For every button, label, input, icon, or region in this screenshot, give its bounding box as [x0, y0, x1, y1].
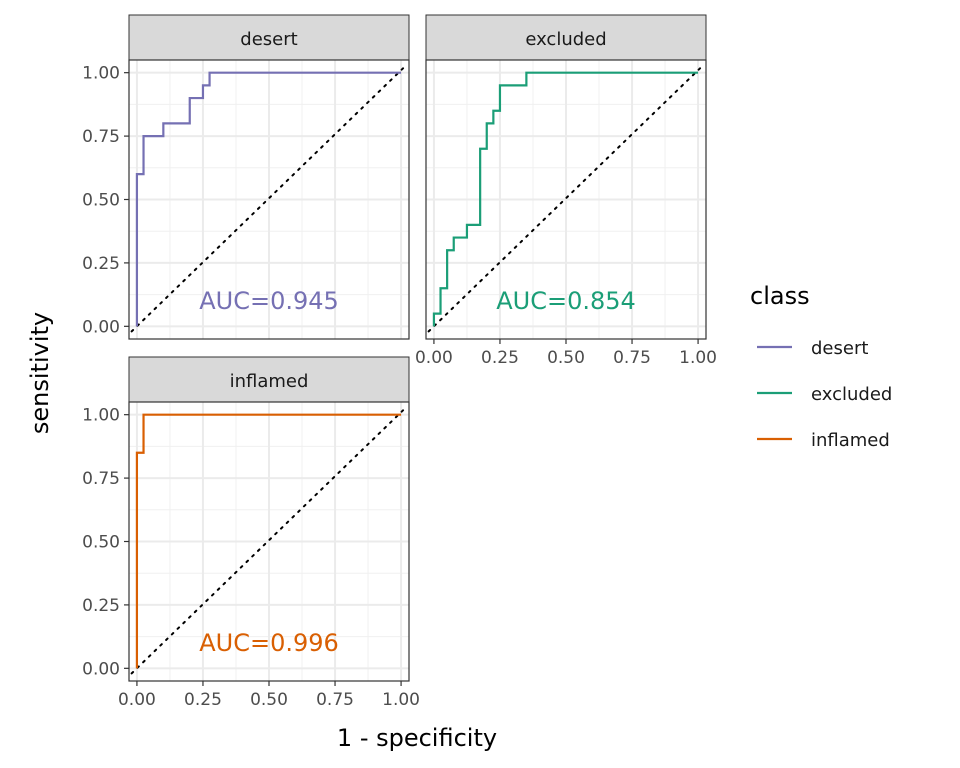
- strip-label: excluded: [525, 29, 606, 50]
- x-tick-label: 0.75: [613, 348, 651, 368]
- x-tick-label: 0.25: [481, 348, 519, 368]
- strip-label: desert: [240, 29, 297, 50]
- x-tick-label: 0.50: [250, 690, 288, 710]
- legend-item-inflamed: inflamed: [757, 430, 890, 451]
- y-tick-label: 0.25: [82, 596, 120, 616]
- chance-diagonal: [427, 64, 705, 333]
- x-tick-label: 0.50: [547, 348, 585, 368]
- panels-layer: desertAUC=0.9450.000.250.500.751.00exclu…: [82, 14, 717, 710]
- x-tick-label: 1.00: [382, 690, 420, 710]
- auc-label: AUC=0.945: [199, 287, 339, 315]
- strip-background: [425, 14, 707, 61]
- y-tick-label: 0.75: [82, 469, 120, 489]
- y-tick-label: 1.00: [82, 64, 120, 84]
- chance-diagonal: [130, 406, 408, 675]
- strip-background: [128, 14, 410, 61]
- legend: class desert excluded inflamed: [750, 282, 892, 451]
- roc-curve-desert: [135, 71, 402, 327]
- x-tick-label: 1.00: [679, 348, 717, 368]
- y-tick-label: 0.75: [82, 127, 120, 147]
- panel-desert: desert AUC=0.945 0.00 0.25 0.50 0.75 1.00: [82, 14, 410, 340]
- auc-label: AUC=0.854: [496, 287, 636, 315]
- roc-curve-inflamed: [135, 413, 402, 669]
- auc-label: AUC=0.996: [199, 629, 339, 657]
- legend-item-excluded: excluded: [757, 384, 892, 405]
- y-tick-label: 0.50: [82, 191, 120, 211]
- legend-item-desert: desert: [757, 338, 868, 359]
- y-tick-label: 0.25: [82, 254, 120, 274]
- legend-label: excluded: [811, 384, 892, 405]
- y-axis-title: sensitivity: [26, 312, 54, 434]
- x-tick-label: 0.00: [415, 348, 453, 368]
- roc-curve-excluded: [432, 71, 699, 327]
- strip-background: [128, 356, 410, 403]
- x-tick-label: 0.75: [316, 690, 354, 710]
- x-tick-label: 0.25: [184, 690, 222, 710]
- legend-label: inflamed: [811, 430, 890, 451]
- chance-diagonal: [130, 64, 408, 333]
- panel-inflamed: inflamed AUC=0.996 0.00 0.25 0.50 0.75 1.00 0.0…: [82, 356, 420, 710]
- y-tick-label: 1.00: [82, 406, 120, 426]
- legend-label: desert: [811, 338, 868, 359]
- strip-label: inflamed: [230, 371, 309, 392]
- y-tick-label: 0.50: [82, 533, 120, 553]
- panel-excluded: excluded AUC=0.854 0.00 0.25 0.50 0.75 1.00: [415, 14, 717, 368]
- legend-title: class: [750, 282, 810, 310]
- y-tick-label: 0.00: [82, 659, 120, 679]
- x-axis-title: 1 - specificity: [337, 724, 497, 752]
- y-tick-label: 0.00: [82, 317, 120, 337]
- x-tick-label: 0.00: [118, 690, 156, 710]
